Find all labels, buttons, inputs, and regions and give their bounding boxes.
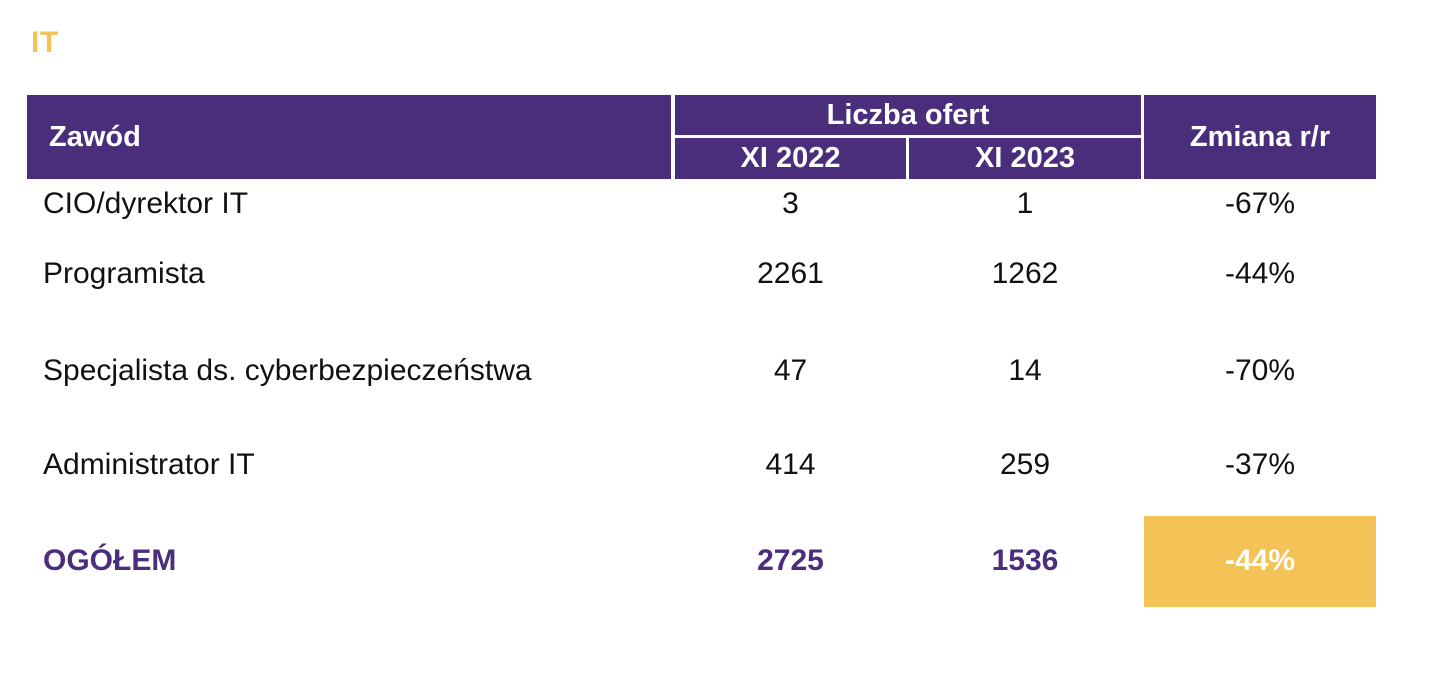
- row-change: -37%: [1224, 448, 1296, 481]
- header-year-2023: XI 2023: [909, 138, 1141, 179]
- table-row: Programista 2261 1262 -44%: [0, 249, 1432, 299]
- total-offers-2022: 2725: [757, 544, 824, 577]
- table-row: Specjalista ds. cyberbezpieczeństwa 47 1…: [0, 346, 1432, 396]
- total-change: -44%: [1224, 544, 1296, 577]
- row-offers-2023: 14: [1008, 354, 1042, 387]
- total-label: OGÓŁEM: [43, 544, 177, 577]
- row-offers-2023: 259: [999, 448, 1051, 481]
- row-offers-2022: 414: [765, 448, 816, 481]
- row-change: -70%: [1224, 354, 1296, 387]
- row-profession: CIO/dyrektor IT: [43, 187, 249, 220]
- row-change: -67%: [1224, 187, 1296, 220]
- section-title: IT: [31, 26, 59, 59]
- row-change: -44%: [1224, 257, 1296, 290]
- total-change-highlight: [1144, 516, 1376, 607]
- header-yoy-change: Zmiana r/r: [1144, 95, 1376, 179]
- header-year-2022: XI 2022: [675, 138, 906, 179]
- row-offers-2023: 1262: [991, 257, 1059, 290]
- total-offers-2023: 1536: [991, 544, 1059, 577]
- table-row: CIO/dyrektor IT 3 1 -67%: [0, 179, 1432, 229]
- row-profession: Programista: [43, 257, 205, 290]
- table-row: Administrator IT 414 259 -37%: [0, 440, 1432, 490]
- row-profession: Specjalista ds. cyberbezpieczeństwa: [43, 354, 532, 387]
- row-offers-2022: 3: [782, 187, 799, 220]
- header-offers-count: Liczba ofert: [675, 95, 1141, 135]
- row-offers-2022: 47: [773, 354, 808, 387]
- row-profession: Administrator IT: [43, 448, 255, 481]
- header-profession: Zawód: [27, 95, 671, 179]
- row-offers-2023: 1: [1016, 187, 1034, 220]
- row-offers-2022: 2261: [757, 257, 824, 290]
- total-row: OGÓŁEM 2725 1536 -44%: [0, 536, 1432, 586]
